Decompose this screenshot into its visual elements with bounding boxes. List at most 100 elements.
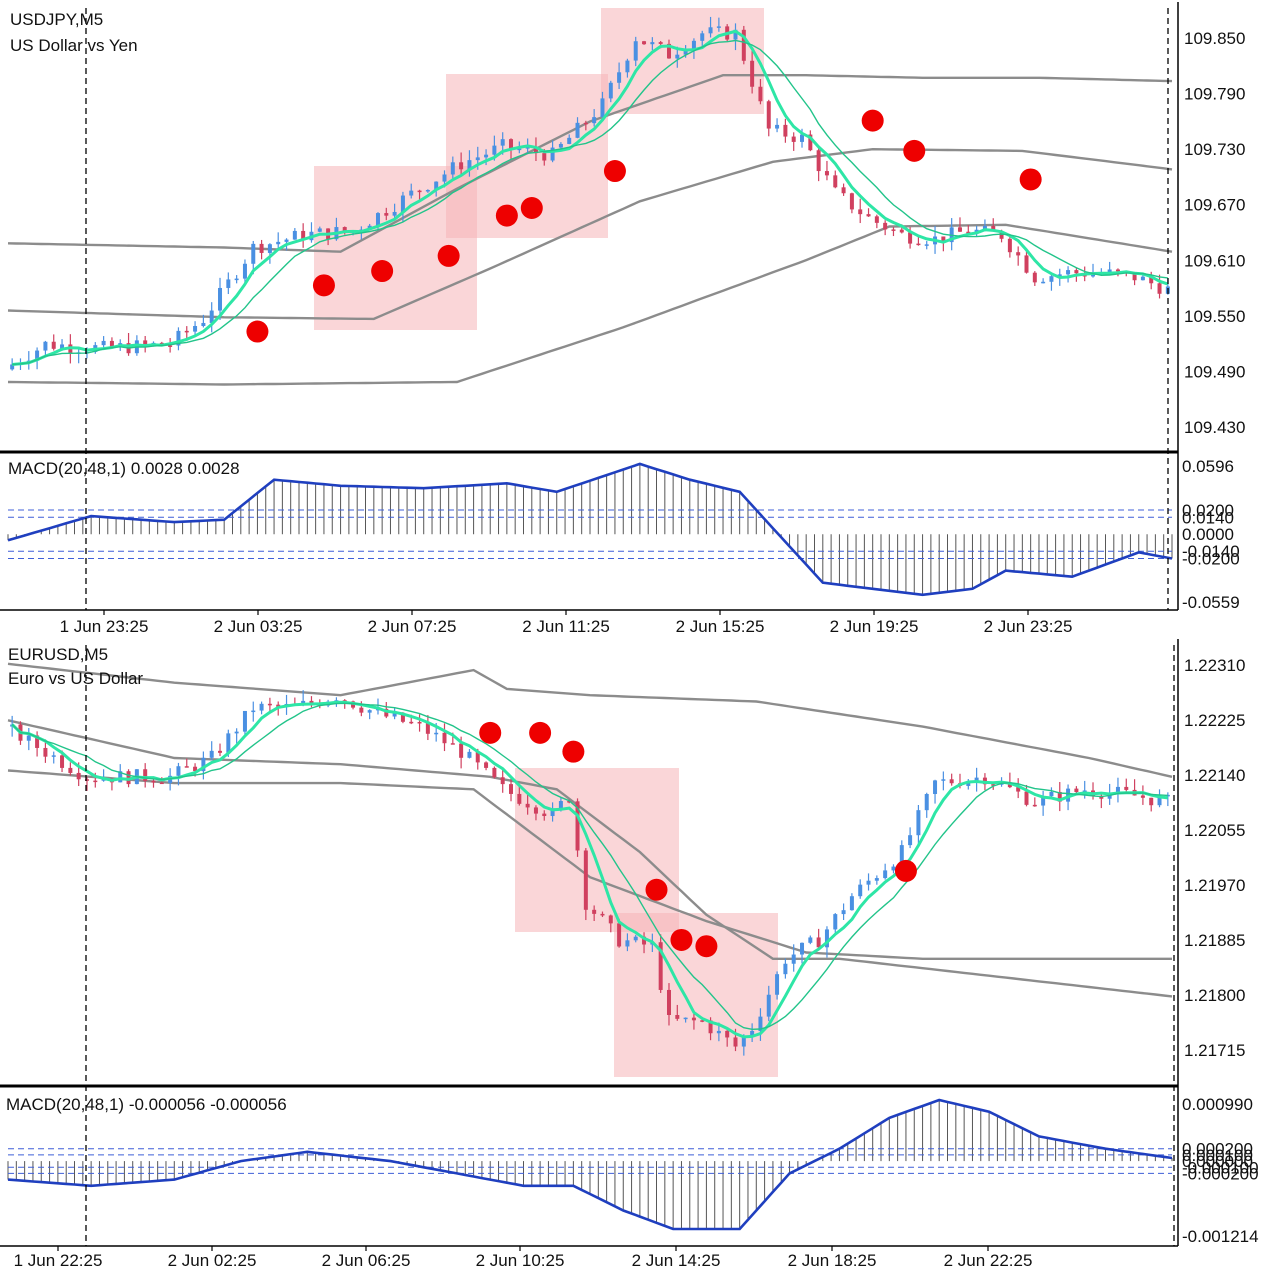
macd-tick-label: -0.000200 bbox=[1182, 1164, 1259, 1183]
price-tick-label: 109.610 bbox=[1184, 251, 1245, 270]
candle bbox=[924, 241, 929, 250]
candle bbox=[1016, 246, 1021, 266]
envelope-lower-line bbox=[7, 223, 1173, 386]
price-tick-label: 109.850 bbox=[1184, 29, 1245, 48]
candle bbox=[808, 130, 813, 152]
time-tick-label: 2 Jun 10:25 bbox=[476, 1251, 565, 1270]
eurusd-chart-panel[interactable]: 1.22310 1.22225 1.22140 1.22055 1.21970 1.218… bbox=[0, 639, 1259, 1270]
candle bbox=[409, 183, 414, 199]
candle bbox=[43, 739, 48, 763]
usdjpy-chart-panel[interactable]: 109.850 109.790 109.730 109.670 109.610 109.5… bbox=[0, 2, 1245, 636]
candle bbox=[633, 934, 638, 943]
candle bbox=[633, 36, 638, 67]
candle bbox=[941, 236, 946, 252]
candle bbox=[442, 723, 447, 752]
candle bbox=[800, 942, 805, 964]
candle bbox=[575, 117, 580, 139]
price-tick-label: 1.21715 bbox=[1184, 1041, 1245, 1060]
usdjpy-macd-label: MACD(20,48,1) 0.0028 0.0028 bbox=[8, 459, 240, 478]
candle bbox=[500, 768, 505, 793]
candle bbox=[176, 327, 181, 351]
signal-marker bbox=[312, 274, 335, 297]
signal-marker bbox=[603, 160, 626, 183]
candle bbox=[234, 728, 239, 744]
candle bbox=[292, 228, 297, 240]
signal-marker bbox=[861, 109, 884, 132]
candle bbox=[1049, 272, 1054, 291]
time-tick-label: 2 Jun 22:25 bbox=[944, 1251, 1033, 1270]
candle bbox=[833, 170, 838, 189]
candle bbox=[542, 810, 547, 821]
price-tick-label: 109.490 bbox=[1184, 362, 1245, 381]
candle bbox=[849, 192, 854, 214]
signal-marker bbox=[645, 878, 668, 901]
usdjpy-candles bbox=[10, 16, 1170, 371]
candle bbox=[251, 701, 256, 722]
candle bbox=[783, 958, 788, 979]
macd-tick-label: 0.000100 bbox=[1182, 1146, 1253, 1165]
macd-tick-label: 0.0200 bbox=[1182, 501, 1234, 520]
candle bbox=[625, 933, 630, 952]
candle bbox=[317, 226, 322, 233]
eurusd-moving-averages bbox=[11, 700, 1168, 1039]
time-tick-label: 2 Jun 06:25 bbox=[322, 1251, 411, 1270]
candle bbox=[883, 220, 888, 236]
candle bbox=[824, 160, 829, 181]
candle bbox=[367, 709, 372, 720]
candle bbox=[1082, 780, 1087, 799]
signal-marker bbox=[670, 928, 693, 951]
candle bbox=[891, 227, 896, 237]
signal-marker bbox=[1019, 168, 1042, 191]
candle bbox=[866, 873, 871, 891]
ma-slow-line bbox=[11, 702, 1168, 1031]
candle bbox=[949, 773, 954, 786]
candle bbox=[891, 864, 896, 874]
signal-marker bbox=[903, 139, 926, 162]
candle bbox=[924, 792, 929, 818]
candle bbox=[1091, 263, 1096, 278]
macd-tick-label: -0.000100 bbox=[1182, 1158, 1259, 1177]
candle bbox=[766, 99, 771, 137]
candle bbox=[675, 1004, 680, 1021]
candle bbox=[259, 701, 264, 715]
candle bbox=[766, 985, 771, 1022]
candle bbox=[816, 928, 821, 948]
usdjpy-macd-panel[interactable] bbox=[7, 462, 1173, 597]
highlight-zone bbox=[515, 768, 679, 932]
candle bbox=[883, 863, 888, 880]
candle bbox=[201, 751, 206, 780]
candle bbox=[533, 805, 538, 821]
candle bbox=[783, 118, 788, 143]
candle bbox=[259, 239, 264, 260]
price-tick-label: 109.790 bbox=[1184, 85, 1245, 104]
candle bbox=[193, 321, 198, 335]
candle bbox=[700, 30, 705, 48]
candle bbox=[35, 731, 40, 757]
candle bbox=[1024, 251, 1029, 274]
price-tick-label: 1.22140 bbox=[1184, 766, 1245, 785]
time-tick-label: 2 Jun 07:25 bbox=[368, 617, 457, 636]
usdjpy-moving-averages bbox=[12, 29, 1169, 366]
candle bbox=[957, 217, 962, 232]
candle bbox=[874, 214, 879, 229]
signal-marker bbox=[495, 204, 518, 227]
ma-fast-line bbox=[12, 29, 1169, 366]
candle bbox=[933, 779, 938, 804]
ma-slow-line bbox=[12, 39, 1168, 366]
candle bbox=[425, 715, 430, 741]
envelope-upper-line bbox=[7, 662, 1173, 778]
candle bbox=[949, 218, 954, 251]
signal-marker bbox=[520, 197, 543, 220]
candle bbox=[858, 879, 863, 899]
eurusd-axes: 1.22310 1.22225 1.22140 1.22055 1.21970 1.218… bbox=[0, 639, 1259, 1270]
candle bbox=[916, 804, 921, 846]
candle bbox=[1016, 778, 1021, 799]
candle bbox=[1049, 787, 1054, 797]
candle bbox=[608, 80, 613, 103]
usdjpy-symbol-description: US Dollar vs Yen bbox=[10, 36, 138, 55]
candle bbox=[492, 766, 497, 779]
candle bbox=[10, 358, 15, 371]
eurusd-macd-panel[interactable] bbox=[7, 1098, 1173, 1231]
usdjpy-envelope-bands bbox=[7, 74, 1173, 386]
candle bbox=[1032, 797, 1037, 807]
